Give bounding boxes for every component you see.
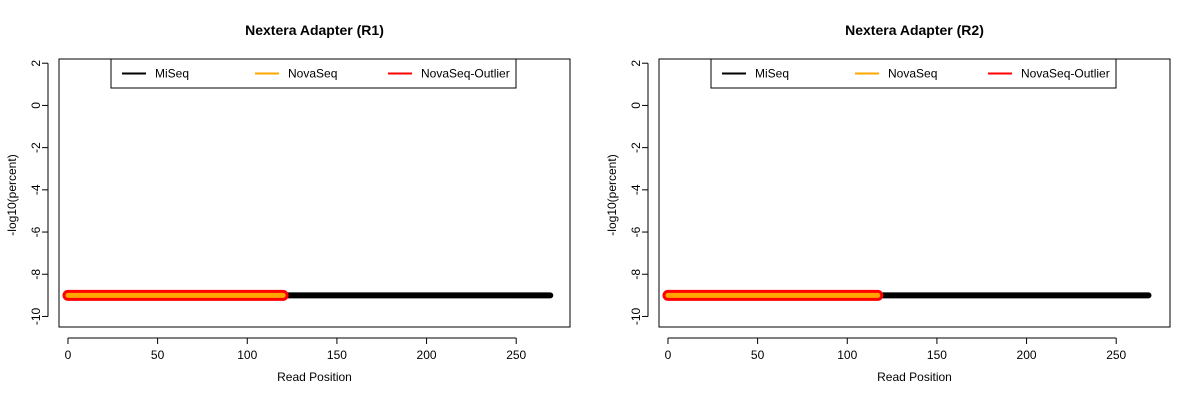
- x-tick-label: 150: [327, 348, 347, 362]
- chart-panel-2: Nextera Adapter (R2)0 50 100 150 200 25020-2-…: [605, 22, 1171, 384]
- x-tick-label: 50: [151, 348, 165, 362]
- x-tick-label: 50: [751, 348, 765, 362]
- legend-label: MiSeq: [755, 67, 789, 81]
- x-tick-label: 100: [837, 348, 857, 362]
- y-tick-label: 0: [629, 102, 643, 109]
- chart-title: Nextera Adapter (R2): [845, 22, 984, 38]
- y-tick-label: -2: [29, 142, 43, 153]
- y-tick-label: -2: [629, 142, 643, 153]
- y-tick-label: 2: [29, 60, 43, 67]
- y-tick-label: -4: [29, 184, 43, 195]
- chart-panel-1: Nextera Adapter (R1)0 50 100 150 200 25020-2-…: [5, 22, 571, 384]
- x-tick-label: 0: [65, 348, 72, 362]
- y-tick-label: -8: [29, 269, 43, 280]
- y-tick-label: -10: [629, 307, 643, 325]
- legend-label: NovaSeq-Outlier: [421, 67, 510, 81]
- x-tick-label: 150: [927, 348, 947, 362]
- x-tick-label: 250: [506, 348, 526, 362]
- y-tick-label: -6: [629, 226, 643, 237]
- x-tick-label: 200: [1017, 348, 1037, 362]
- legend-label: NovaSeq: [888, 67, 937, 81]
- plot-area-frame: [658, 58, 1171, 328]
- legend-box: [710, 58, 1117, 89]
- x-axis-label: Read Position: [877, 370, 952, 384]
- y-axis-label: -log10(percent): [5, 154, 19, 235]
- legend-label: MiSeq: [155, 67, 189, 81]
- plot-area-frame: [58, 58, 571, 328]
- legend-label: NovaSeq: [288, 67, 337, 81]
- legend-label: NovaSeq-Outlier: [1021, 67, 1110, 81]
- x-tick-label: 0: [665, 348, 672, 362]
- x-tick-label: 200: [417, 348, 437, 362]
- y-tick-label: -4: [629, 184, 643, 195]
- chart-title: Nextera Adapter (R1): [245, 22, 384, 38]
- x-tick-label: 250: [1106, 348, 1126, 362]
- y-tick-label: 2: [629, 60, 643, 67]
- x-tick-label: 100: [237, 348, 257, 362]
- legend: MiSeq NovaSeq NovaSeq-Outlier: [110, 58, 517, 89]
- legend-box: [110, 58, 517, 89]
- y-tick-label: -8: [629, 269, 643, 280]
- y-tick-label: -10: [29, 307, 43, 325]
- legend: MiSeq NovaSeq NovaSeq-Outlier: [710, 58, 1117, 89]
- y-tick-label: -6: [29, 226, 43, 237]
- x-axis-label: Read Position: [277, 370, 352, 384]
- y-axis-label: -log10(percent): [605, 154, 619, 235]
- y-tick-label: 0: [29, 102, 43, 109]
